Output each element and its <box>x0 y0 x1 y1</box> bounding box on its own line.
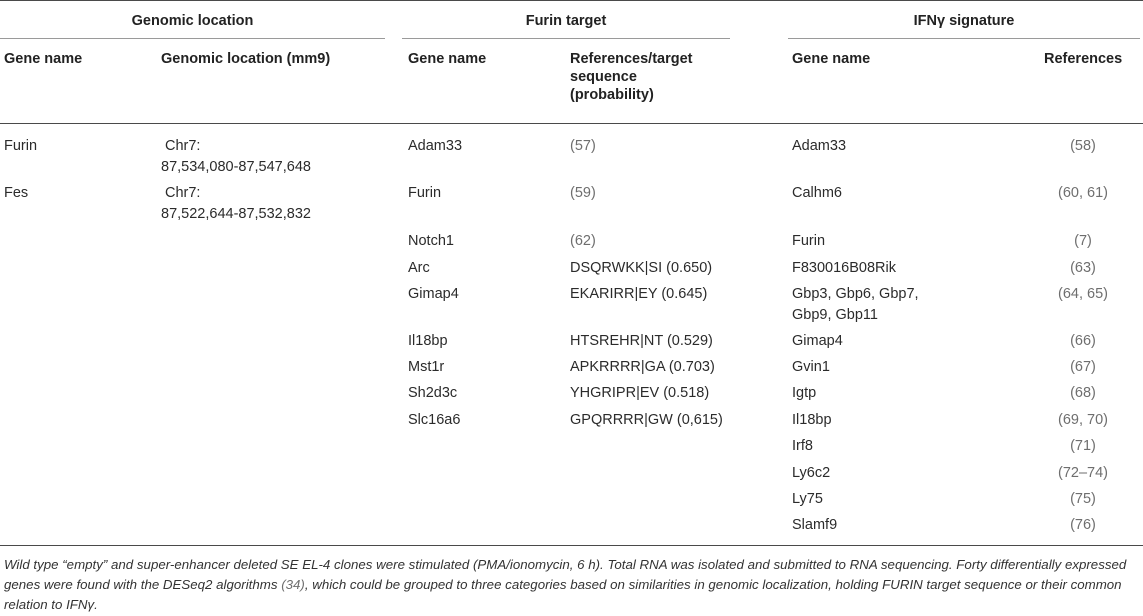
ref-open: ( <box>570 233 575 249</box>
reference-link[interactable]: 57 <box>574 138 591 154</box>
ifn-row-gene: Irf8 <box>792 438 813 454</box>
ifn-row-gene: Calhm6 <box>792 185 842 201</box>
reference-link[interactable]: (64, 65) <box>1058 286 1108 302</box>
furin-row-sequence: GPQRRRR|GW (0,615) <box>570 412 723 428</box>
genomic-row-location: Chr7: 87,534,080-87,547,648 <box>161 136 311 178</box>
furin-row-sequence: EKARIRR|EY (0.645) <box>570 286 708 302</box>
furin-row-reference: (59) <box>570 183 596 204</box>
ifn-row-gene: F830016B08Rik <box>792 260 896 276</box>
ref-close: ) <box>590 138 596 154</box>
furin-row-sequence: HTSREHR|NT (0.529) <box>570 333 713 349</box>
footnote-text-1: Wild type “empty” and super-enhancer del… <box>4 557 1127 592</box>
ifn-row-gene: Slamf9 <box>792 517 838 533</box>
reference-link[interactable]: (72–74) <box>1058 465 1108 481</box>
reference-link[interactable]: 62 <box>574 233 591 249</box>
ref-close: ) <box>590 185 596 201</box>
ifn-row-gene: Il18bp <box>792 412 832 428</box>
reference-link[interactable]: (71) <box>1070 438 1096 454</box>
reference-link[interactable]: (7) <box>1074 233 1092 249</box>
table-footnote: Wild type “empty” and super-enhancer del… <box>4 555 1140 615</box>
genomic-row-location: Chr7: 87,522,644-87,532,832 <box>161 183 311 225</box>
ifn-row-gene: Adam33 <box>792 138 847 154</box>
furin-row-gene: Mst1r <box>408 359 445 375</box>
ifn-row-gene: Gvin1 <box>792 359 830 375</box>
ifn-row-gene: Furin <box>792 233 826 249</box>
reference-link[interactable]: (69, 70) <box>1058 412 1108 428</box>
col-header-ref-target: References/target sequence (probability) <box>570 50 693 104</box>
ifn-gene-line1: Gbp3, Gbp6, Gbp7, <box>792 286 919 302</box>
furin-row-sequence: YHGRIPR|EV (0.518) <box>570 385 710 401</box>
col-header-ref-target-line2: sequence <box>570 69 637 85</box>
genomic-location-line2: 87,522,644-87,532,832 <box>161 206 311 222</box>
col-header-gene-name-2: Gene name <box>408 51 487 67</box>
group-rule-furin <box>402 38 730 39</box>
reference-link[interactable]: (66) <box>1070 333 1096 349</box>
furin-row-gene: Sh2d3c <box>408 385 458 401</box>
furin-row-gene: Adam33 <box>408 138 463 154</box>
ifn-row-gene: Ly75 <box>792 491 823 507</box>
ref-open: ( <box>570 185 575 201</box>
genomic-row-gene: Furin <box>4 138 38 154</box>
reference-link[interactable]: (63) <box>1070 260 1096 276</box>
col-header-ref-target-line1: References/target <box>570 51 693 67</box>
group-rule-ifn <box>788 38 1140 39</box>
col-header-gene-name-3: Gene name <box>792 51 871 67</box>
ifn-row-gene: Igtp <box>792 385 817 401</box>
bottom-rule <box>0 545 1143 546</box>
reference-link[interactable]: (67) <box>1070 359 1096 375</box>
ifn-row-gene: Ly6c2 <box>792 465 831 481</box>
furin-row-gene: Gimap4 <box>408 286 459 302</box>
group-rule-genomic <box>0 38 385 39</box>
ifn-row-gene: Gimap4 <box>792 333 843 349</box>
genomic-location-line2: 87,534,080-87,547,648 <box>161 159 311 175</box>
furin-row-gene: Arc <box>408 260 430 276</box>
furin-row-reference: (57) <box>570 136 596 157</box>
reference-link[interactable]: (76) <box>1070 517 1096 533</box>
group-header-genomic: Genomic location <box>131 13 254 29</box>
footnote-reference-link[interactable]: (34) <box>281 577 305 592</box>
col-header-ref-target-line3: (probability) <box>570 87 654 103</box>
reference-link[interactable]: (60, 61) <box>1058 185 1108 201</box>
genomic-location-line1: Chr7: <box>165 138 201 154</box>
col-header-gene-name-1: Gene name <box>4 51 83 67</box>
reference-link[interactable]: (58) <box>1070 138 1096 154</box>
reference-link[interactable]: (68) <box>1070 385 1096 401</box>
furin-row-sequence: DSQRWKK|SI (0.650) <box>570 260 713 276</box>
group-header-furin: Furin target <box>525 13 607 29</box>
furin-row-gene: Il18bp <box>408 333 448 349</box>
furin-row-sequence: APKRRRR|GA (0.703) <box>570 359 715 375</box>
col-header-genomic-location: Genomic location (mm9) <box>161 51 331 67</box>
group-header-ifn: IFNγ signature <box>913 13 1015 29</box>
reference-link[interactable]: 59 <box>574 185 591 201</box>
ref-open: ( <box>570 138 575 154</box>
furin-row-gene: Slc16a6 <box>408 412 461 428</box>
col-header-references: References <box>1044 51 1123 67</box>
furin-row-gene: Furin <box>408 185 442 201</box>
header-rule <box>0 123 1143 124</box>
ref-close: ) <box>590 233 596 249</box>
furin-row-reference: (62) <box>570 231 596 252</box>
ifn-row-gene: Gbp3, Gbp6, Gbp7, Gbp9, Gbp11 <box>792 284 919 326</box>
genomic-row-gene: Fes <box>4 185 29 201</box>
footnote-text-2: , which could be grouped to three catego… <box>4 577 1122 612</box>
reference-link[interactable]: (75) <box>1070 491 1096 507</box>
genomic-location-line1: Chr7: <box>165 185 201 201</box>
furin-row-gene: Notch1 <box>408 233 454 249</box>
ifn-gene-line2: Gbp9, Gbp11 <box>792 307 878 323</box>
top-rule <box>0 0 1143 1</box>
